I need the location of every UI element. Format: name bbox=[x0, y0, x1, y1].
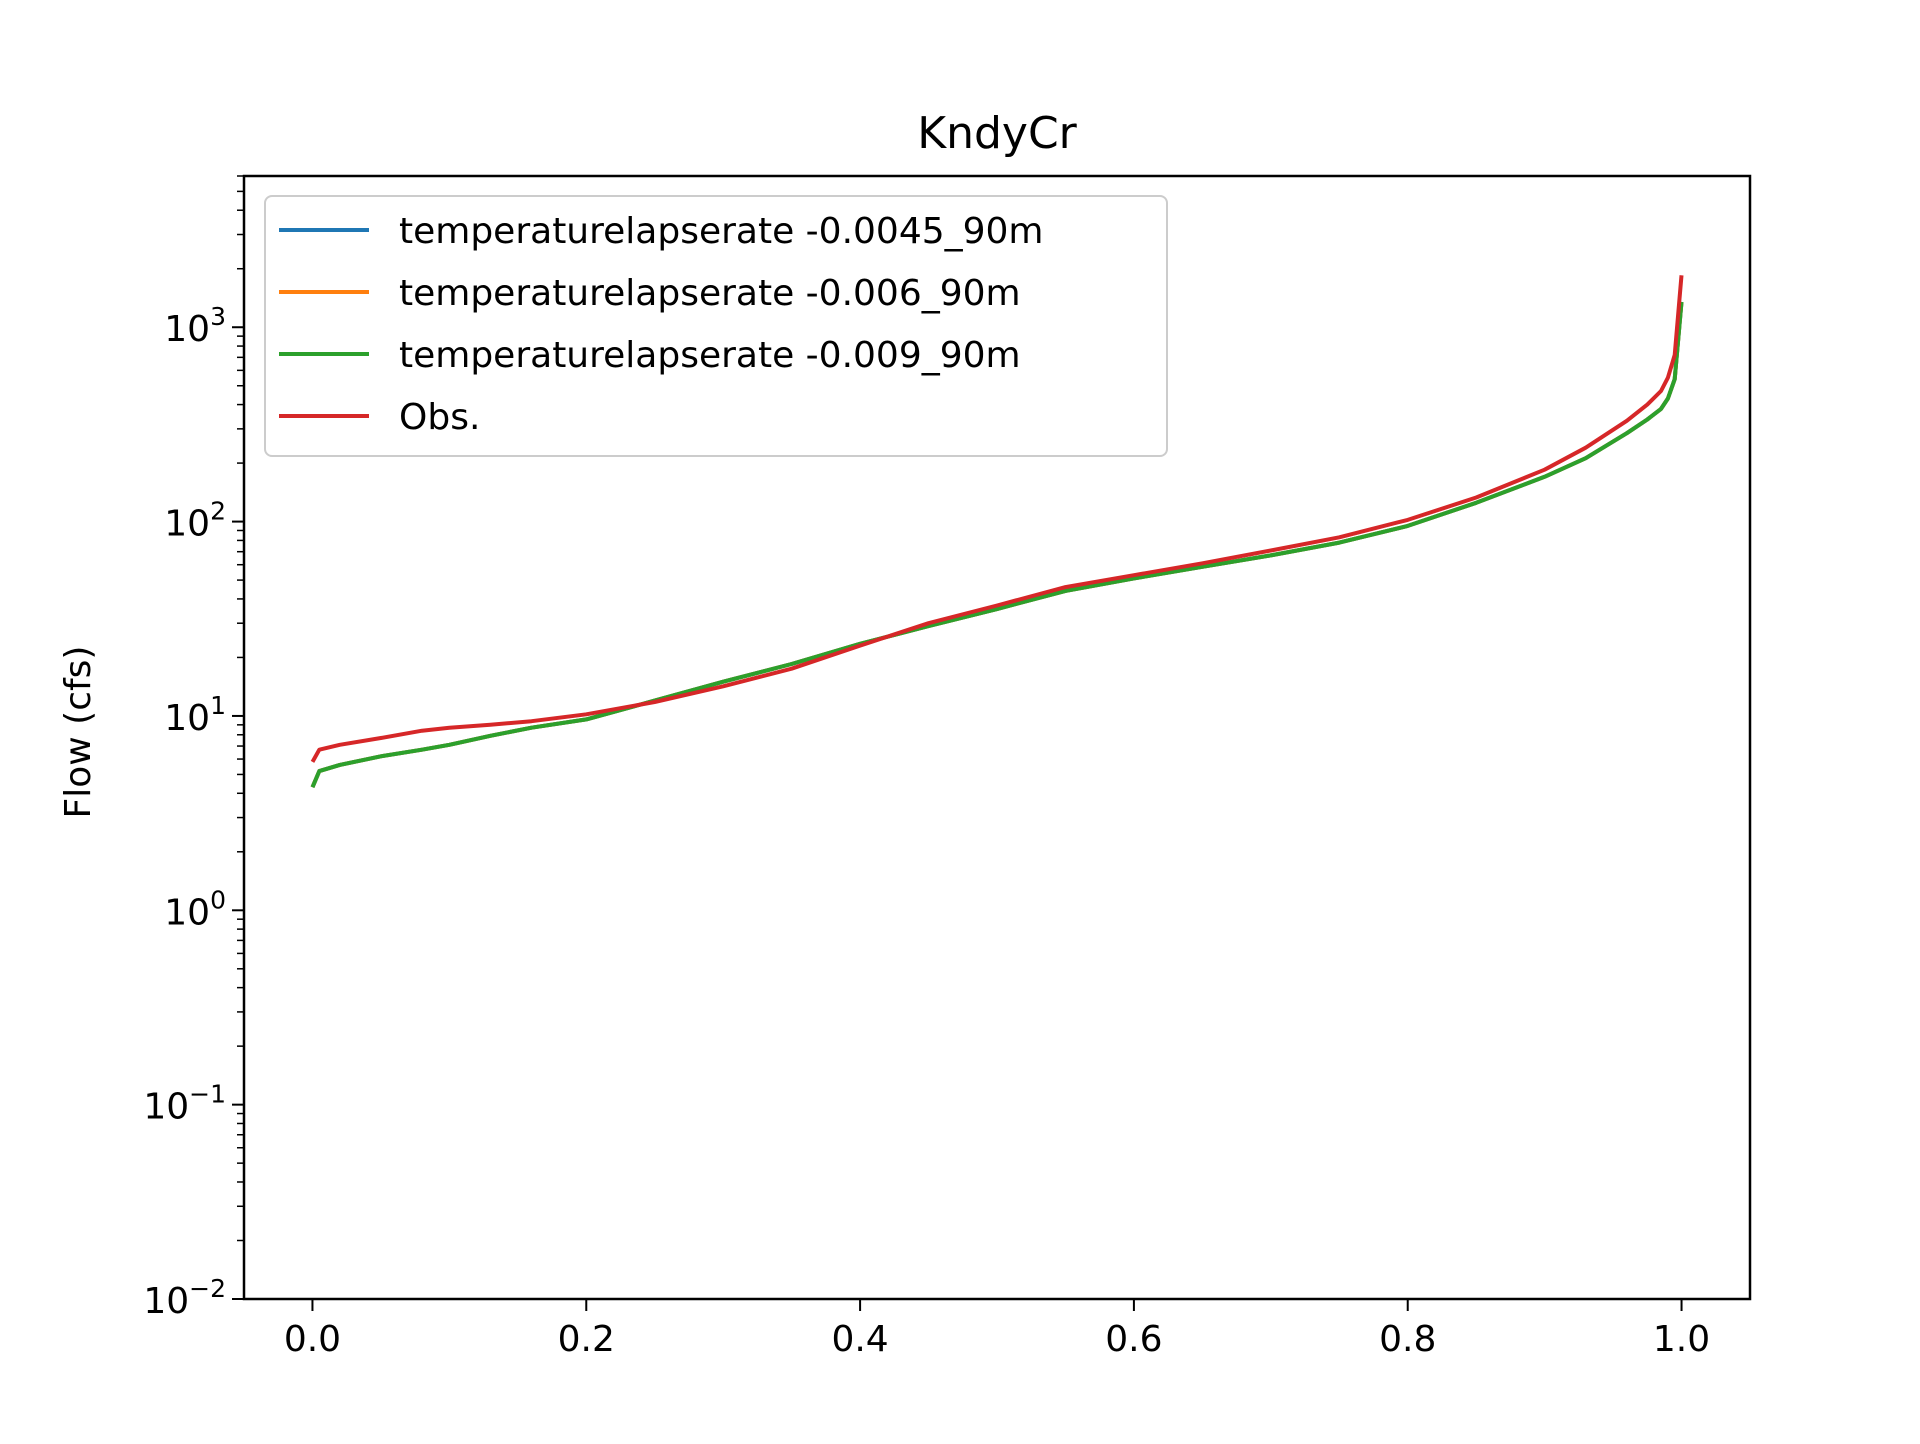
y-tick-label: 10−1 bbox=[143, 1080, 226, 1128]
legend-label: Obs. bbox=[399, 397, 480, 438]
series-layer bbox=[310, 275, 1684, 788]
y-tick-exponent: −2 bbox=[189, 1274, 226, 1303]
legend-box bbox=[264, 195, 1168, 457]
y-tick-base: 10 bbox=[143, 1281, 189, 1322]
x-tick-label: 0.8 bbox=[1379, 1319, 1436, 1360]
x-tick-label: 0.6 bbox=[1105, 1319, 1162, 1360]
series-line bbox=[310, 275, 1684, 763]
legend-label: temperaturelapserate -0.006_90m bbox=[399, 273, 1021, 314]
y-tick-base: 10 bbox=[164, 309, 210, 350]
y-tick-base: 10 bbox=[164, 892, 210, 933]
legend: temperaturelapserate -0.0045_90m temperat… bbox=[264, 195, 1168, 457]
chart-title: KndyCr bbox=[917, 108, 1077, 159]
y-tick-exponent: 2 bbox=[210, 497, 226, 526]
y-axis-label: Flow (cfs) bbox=[58, 646, 99, 819]
y-tick-label: 100 bbox=[164, 885, 226, 933]
x-tick-label: 1.0 bbox=[1653, 1319, 1710, 1360]
x-tick-label: 0.4 bbox=[831, 1319, 888, 1360]
y-tick-exponent: 3 bbox=[210, 302, 226, 331]
y-tick-base: 10 bbox=[164, 504, 210, 545]
plot-frame bbox=[242, 174, 1752, 1301]
y-tick-exponent: −1 bbox=[189, 1080, 226, 1109]
y-tick-label: 103 bbox=[164, 302, 226, 350]
x-tick-label: 0.2 bbox=[558, 1319, 615, 1360]
y-tick-label: 102 bbox=[164, 497, 226, 545]
legend-label: temperaturelapserate -0.0045_90m bbox=[399, 211, 1044, 252]
y-tick-exponent: 1 bbox=[210, 691, 226, 720]
legend-label: temperaturelapserate -0.009_90m bbox=[399, 335, 1021, 376]
y-tick-base: 10 bbox=[143, 1087, 189, 1128]
y-tick-exponent: 0 bbox=[210, 885, 226, 914]
series-line bbox=[310, 301, 1684, 788]
y-tick-base: 10 bbox=[164, 698, 210, 739]
x-tick-label: 0.0 bbox=[284, 1319, 341, 1360]
y-tick-label: 10−2 bbox=[143, 1274, 226, 1322]
y-tick-label: 101 bbox=[164, 691, 226, 739]
